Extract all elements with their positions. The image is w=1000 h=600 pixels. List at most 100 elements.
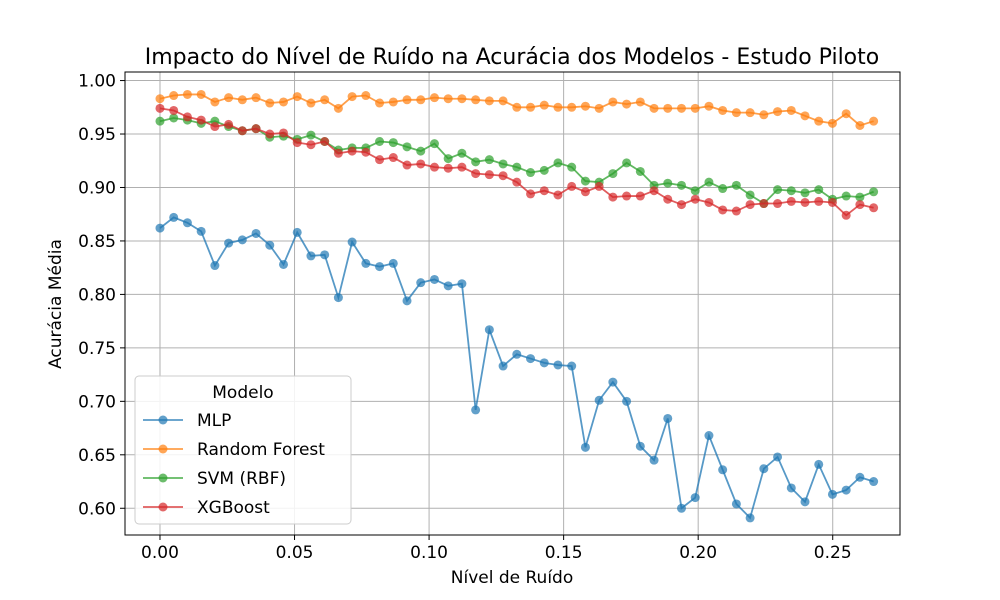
data-point-xgboost bbox=[498, 171, 508, 181]
data-point-xgboost bbox=[429, 162, 439, 172]
data-point-mlp bbox=[333, 293, 343, 303]
data-point-random-forest bbox=[155, 94, 165, 104]
data-point-xgboost bbox=[745, 200, 755, 210]
data-point-mlp bbox=[292, 227, 302, 237]
data-point-xgboost bbox=[155, 103, 165, 113]
data-point-xgboost bbox=[320, 137, 330, 147]
data-point-xgboost bbox=[759, 199, 769, 209]
data-point-svm-rbf bbox=[402, 142, 412, 152]
data-point-svm-rbf bbox=[869, 187, 879, 197]
data-point-mlp bbox=[182, 218, 192, 228]
data-point-mlp bbox=[676, 503, 686, 513]
series-xgboost bbox=[155, 103, 879, 220]
data-point-random-forest bbox=[800, 111, 810, 121]
data-point-svm-rbf bbox=[375, 137, 385, 147]
data-point-mlp bbox=[361, 258, 371, 268]
data-point-xgboost bbox=[676, 200, 686, 210]
data-point-random-forest bbox=[526, 102, 536, 112]
data-point-svm-rbf bbox=[690, 186, 700, 196]
legend-item-svm-rbf: SVM (RBF) bbox=[143, 469, 286, 489]
data-point-random-forest bbox=[869, 116, 879, 126]
data-point-xgboost bbox=[251, 124, 261, 134]
data-point-random-forest bbox=[745, 108, 755, 118]
data-point-random-forest bbox=[512, 102, 522, 112]
data-point-random-forest bbox=[278, 97, 288, 107]
data-point-mlp bbox=[224, 238, 234, 248]
legend-label: XGBoost bbox=[197, 498, 270, 518]
data-point-xgboost bbox=[718, 205, 728, 215]
data-point-random-forest bbox=[608, 97, 618, 107]
x-tick-label: 0.10 bbox=[410, 543, 448, 563]
data-point-svm-rbf bbox=[498, 159, 508, 169]
data-point-mlp bbox=[471, 405, 481, 415]
grid bbox=[125, 72, 900, 535]
data-point-mlp bbox=[855, 472, 865, 482]
data-point-random-forest bbox=[827, 118, 837, 128]
data-point-random-forest bbox=[676, 103, 686, 113]
y-tick-label: 0.80 bbox=[78, 285, 116, 305]
data-point-svm-rbf bbox=[512, 162, 522, 172]
data-point-mlp bbox=[635, 441, 645, 451]
data-point-xgboost bbox=[690, 194, 700, 204]
data-point-random-forest bbox=[375, 98, 385, 108]
data-point-xgboost bbox=[649, 186, 659, 196]
data-point-mlp bbox=[773, 452, 783, 462]
data-point-random-forest bbox=[622, 99, 632, 109]
legend-item-random-forest: Random Forest bbox=[143, 440, 325, 460]
data-point-svm-rbf bbox=[814, 185, 824, 195]
legend-item-xgboost: XGBoost bbox=[143, 498, 270, 518]
data-point-random-forest bbox=[237, 95, 247, 105]
data-point-mlp bbox=[484, 325, 494, 335]
legend-label: SVM (RBF) bbox=[197, 469, 286, 489]
data-point-xgboost bbox=[237, 126, 247, 136]
data-point-mlp bbox=[402, 296, 412, 306]
data-point-mlp bbox=[237, 235, 247, 245]
x-tick-label: 0.15 bbox=[545, 543, 583, 563]
series-mlp bbox=[155, 212, 879, 523]
data-point-mlp bbox=[869, 477, 879, 487]
y-tick-label: 0.60 bbox=[78, 499, 116, 519]
data-point-svm-rbf bbox=[773, 185, 783, 195]
data-point-svm-rbf bbox=[800, 188, 810, 198]
x-tick-label: 0.25 bbox=[814, 543, 852, 563]
data-point-svm-rbf bbox=[169, 113, 179, 123]
data-point-random-forest bbox=[594, 103, 604, 113]
data-point-xgboost bbox=[608, 192, 618, 202]
x-tick-label: 0.20 bbox=[679, 543, 717, 563]
data-point-xgboost bbox=[622, 191, 632, 201]
legend-item-mlp: MLP bbox=[143, 411, 231, 431]
data-point-xgboost bbox=[402, 160, 412, 170]
data-point-mlp bbox=[690, 493, 700, 503]
series-svm-rbf bbox=[155, 113, 879, 209]
data-point-xgboost bbox=[210, 122, 220, 132]
data-point-svm-rbf bbox=[841, 191, 851, 201]
data-point-svm-rbf bbox=[676, 180, 686, 190]
legend-label: Random Forest bbox=[197, 440, 325, 460]
data-point-svm-rbf bbox=[622, 158, 632, 168]
data-point-random-forest bbox=[635, 97, 645, 107]
data-point-mlp bbox=[580, 442, 590, 452]
data-point-svm-rbf bbox=[416, 146, 426, 156]
data-point-random-forest bbox=[416, 95, 426, 105]
y-tick-label: 1.00 bbox=[78, 72, 116, 92]
data-point-xgboost bbox=[635, 191, 645, 201]
data-point-mlp bbox=[745, 513, 755, 523]
data-point-random-forest bbox=[553, 102, 563, 112]
data-point-mlp bbox=[622, 396, 632, 406]
data-point-mlp bbox=[512, 349, 522, 359]
data-point-xgboost bbox=[539, 186, 549, 196]
data-point-svm-rbf bbox=[484, 155, 494, 165]
data-point-xgboost bbox=[484, 170, 494, 180]
x-tick-label: 0.00 bbox=[141, 543, 179, 563]
data-point-mlp bbox=[663, 413, 673, 423]
data-point-random-forest bbox=[265, 98, 275, 108]
data-point-xgboost bbox=[347, 146, 357, 156]
data-point-xgboost bbox=[388, 153, 398, 163]
y-tick-label: 0.95 bbox=[78, 125, 116, 145]
series-line-xgboost bbox=[159, 107, 874, 217]
data-point-mlp bbox=[251, 228, 261, 238]
data-point-svm-rbf bbox=[704, 177, 714, 187]
data-point-svm-rbf bbox=[786, 186, 796, 196]
data-point-xgboost bbox=[416, 159, 426, 169]
data-point-mlp bbox=[608, 377, 618, 387]
